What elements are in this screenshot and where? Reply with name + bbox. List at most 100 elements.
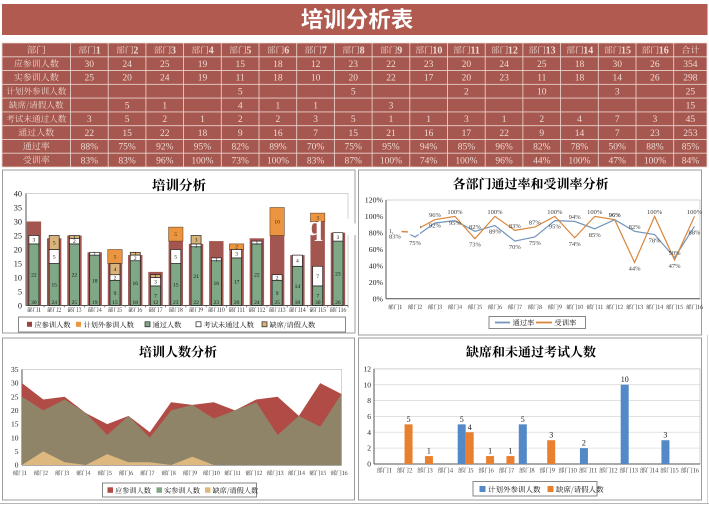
svg-text:40%: 40% — [369, 261, 384, 270]
svg-text:21: 21 — [386, 129, 396, 139]
svg-text:23: 23 — [424, 60, 434, 70]
svg-text:2: 2 — [464, 88, 469, 98]
svg-text:87%: 87% — [344, 156, 362, 166]
svg-text:14: 14 — [583, 45, 593, 56]
svg-text:q: q — [306, 210, 322, 242]
svg-text:50%: 50% — [608, 143, 626, 153]
svg-text:22: 22 — [386, 74, 396, 84]
svg-text:0: 0 — [18, 301, 22, 310]
svg-text:30: 30 — [11, 379, 19, 388]
svg-text:1: 1 — [215, 257, 218, 263]
svg-text:5: 5 — [351, 115, 356, 125]
svg-text:24: 24 — [122, 60, 132, 70]
svg-text:100%: 100% — [547, 209, 563, 216]
svg-text:25: 25 — [11, 392, 19, 401]
svg-text:96%: 96% — [609, 212, 622, 219]
svg-text:2: 2 — [162, 115, 167, 125]
svg-text:16: 16 — [132, 281, 138, 287]
svg-text:12: 12 — [311, 60, 321, 70]
svg-text:100%: 100% — [191, 156, 213, 166]
svg-text:95%: 95% — [382, 143, 400, 153]
svg-text:85%: 85% — [682, 143, 700, 153]
svg-text:30: 30 — [14, 217, 22, 226]
svg-text:2: 2 — [539, 115, 544, 125]
svg-text:1: 1 — [502, 115, 507, 125]
svg-text:10: 10 — [432, 45, 442, 56]
svg-text:1: 1 — [162, 101, 167, 111]
svg-text:44%: 44% — [629, 266, 642, 273]
svg-text:23: 23 — [335, 271, 341, 277]
svg-text:4: 4 — [367, 428, 371, 437]
svg-text:15: 15 — [235, 60, 245, 70]
svg-text:83%: 83% — [118, 156, 136, 166]
svg-text:100%: 100% — [267, 156, 289, 166]
svg-text:1: 1 — [426, 115, 431, 125]
svg-text:83%: 83% — [307, 156, 325, 166]
svg-text:22: 22 — [85, 129, 95, 139]
svg-text:5: 5 — [18, 287, 22, 296]
svg-text:96%: 96% — [609, 212, 622, 219]
svg-text:3: 3 — [313, 115, 318, 125]
svg-text:5: 5 — [53, 241, 56, 247]
svg-text:20: 20 — [122, 74, 132, 84]
svg-text:18: 18 — [575, 60, 585, 70]
svg-text:22: 22 — [193, 300, 199, 306]
svg-text:92%: 92% — [156, 143, 174, 153]
svg-text:18: 18 — [273, 60, 283, 70]
svg-text:9: 9 — [238, 129, 243, 139]
svg-text:100%: 100% — [568, 156, 590, 166]
svg-text:35: 35 — [14, 203, 22, 212]
svg-text:25: 25 — [274, 300, 280, 306]
svg-text:25: 25 — [686, 88, 696, 98]
svg-text:3: 3 — [154, 280, 157, 286]
svg-text:20: 20 — [462, 74, 472, 84]
svg-text:95%: 95% — [549, 224, 562, 231]
svg-text:100%: 100% — [380, 156, 402, 166]
svg-text:24: 24 — [51, 300, 57, 306]
svg-text:3: 3 — [337, 235, 340, 241]
svg-text:87%: 87% — [529, 220, 542, 227]
svg-text:10: 10 — [14, 273, 22, 282]
svg-text:3: 3 — [235, 252, 238, 258]
svg-text:3: 3 — [33, 238, 36, 244]
svg-text:82%: 82% — [533, 143, 551, 153]
svg-text:83%: 83% — [389, 233, 402, 240]
svg-text:1: 1 — [508, 447, 512, 456]
svg-text:3: 3 — [87, 115, 92, 125]
svg-text:23: 23 — [650, 129, 660, 139]
svg-text:70%: 70% — [509, 244, 522, 251]
svg-text:1,: 1, — [389, 229, 394, 235]
svg-text:23: 23 — [348, 60, 358, 70]
svg-text:50%: 50% — [669, 250, 682, 257]
svg-text:2: 2 — [367, 444, 371, 453]
svg-text:78%: 78% — [571, 143, 589, 153]
svg-text:298: 298 — [683, 74, 698, 84]
svg-text:45: 45 — [686, 115, 696, 125]
svg-text:75%: 75% — [529, 240, 542, 247]
svg-text:35: 35 — [11, 365, 19, 374]
svg-text:4: 4 — [238, 101, 243, 111]
svg-text:3: 3 — [663, 431, 667, 440]
svg-text:5: 5 — [407, 415, 411, 424]
svg-text:13: 13 — [546, 45, 556, 56]
svg-text:4: 4 — [209, 45, 214, 56]
svg-text:18: 18 — [198, 129, 208, 139]
svg-text:253: 253 — [683, 129, 698, 139]
svg-text:85%: 85% — [589, 232, 602, 239]
svg-text:88%: 88% — [646, 143, 664, 153]
svg-text:5: 5 — [125, 115, 130, 125]
svg-text:73%: 73% — [231, 156, 249, 166]
svg-text:10: 10 — [274, 220, 280, 226]
svg-text:15: 15 — [11, 420, 19, 429]
svg-text:5: 5 — [351, 88, 356, 98]
svg-text:30: 30 — [315, 300, 321, 306]
svg-text:3: 3 — [549, 431, 553, 440]
svg-text:3: 3 — [316, 215, 319, 221]
svg-text:5: 5 — [125, 101, 130, 111]
svg-text:11: 11 — [537, 74, 546, 84]
svg-text:10: 10 — [364, 380, 372, 389]
svg-text:9: 9 — [114, 291, 117, 297]
svg-text:6: 6 — [284, 45, 289, 56]
svg-text:30: 30 — [612, 60, 622, 70]
svg-text:1: 1 — [488, 447, 492, 456]
